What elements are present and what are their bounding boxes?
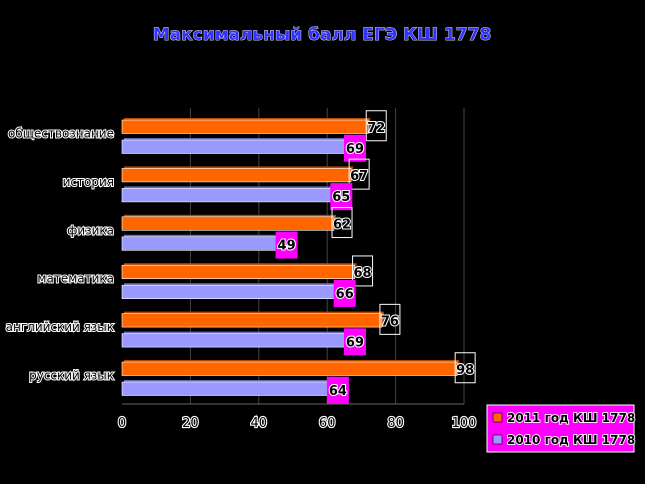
data-label-frame-0-2 <box>331 207 353 239</box>
chart-title: Максимальный балл ЕГЭ КШ 1778 <box>153 25 492 45</box>
data-label-1-3: 66 <box>336 287 354 302</box>
bar-1-2 <box>121 236 290 251</box>
data-label-0-1: 67 <box>350 169 368 184</box>
data-label-0-2: 62 <box>333 218 351 233</box>
x-tick-label-60: 60 <box>319 416 336 431</box>
data-label-1-0: 69 <box>346 142 364 157</box>
category-label-2: физика <box>67 223 114 237</box>
legend: 2011 год КШ 1778 2010 год КШ 1778 <box>486 404 636 453</box>
data-label-frame-0-4 <box>379 303 401 335</box>
legend-swatch-0 <box>492 412 503 423</box>
data-label-1-4: 69 <box>346 335 364 350</box>
category-label-0: обществознание <box>8 127 114 141</box>
data-label-frame-0-5 <box>454 352 476 384</box>
bar-1-4 <box>121 333 359 348</box>
legend-swatch-1 <box>492 434 503 445</box>
data-label-box-1-4 <box>343 328 366 356</box>
x-tick-label-100: 100 <box>452 416 477 431</box>
data-label-box-1-1 <box>330 183 353 211</box>
x-tick-label-40: 40 <box>251 416 268 431</box>
bar-0-0 <box>121 119 369 134</box>
data-label-box-1-5 <box>326 376 349 404</box>
bar-0-5 <box>121 361 458 376</box>
data-label-1-1: 65 <box>332 190 350 205</box>
bar-1-5 <box>121 381 342 396</box>
bar-1-1 <box>121 188 345 203</box>
category-label-1: история <box>63 175 114 189</box>
bar-0-2 <box>121 216 335 231</box>
data-label-0-3: 68 <box>354 266 372 281</box>
x-tick-label-20: 20 <box>182 416 199 431</box>
bar-1-3 <box>121 284 349 300</box>
data-label-box-1-0 <box>343 134 366 162</box>
bar-0-4 <box>121 313 383 328</box>
data-label-box-1-3 <box>333 279 356 307</box>
category-label-3: математика <box>37 272 114 286</box>
bar-1-0 <box>121 139 359 154</box>
data-label-frame-0-1 <box>348 158 370 190</box>
x-tick-label-0: 0 <box>118 416 126 431</box>
legend-label-1: 2010 год КШ 1778 <box>507 433 635 447</box>
data-label-1-2: 49 <box>278 239 296 254</box>
legend-label-0: 2011 год КШ 1778 <box>507 411 635 425</box>
data-label-0-0: 72 <box>367 121 385 136</box>
data-label-0-5: 98 <box>456 363 474 378</box>
category-label-5: русский язык <box>29 369 114 383</box>
bar-0-1 <box>121 168 352 183</box>
data-label-box-1-2 <box>275 231 298 259</box>
x-tick-label-80: 80 <box>387 416 404 431</box>
data-label-frame-0-3 <box>352 255 374 287</box>
data-label-frame-0-0 <box>365 110 387 142</box>
data-label-1-5: 64 <box>329 384 347 399</box>
legend-box <box>486 404 635 453</box>
bar-0-3 <box>121 264 355 280</box>
data-label-0-4: 76 <box>381 314 399 329</box>
category-label-4: английский язык <box>6 320 114 334</box>
